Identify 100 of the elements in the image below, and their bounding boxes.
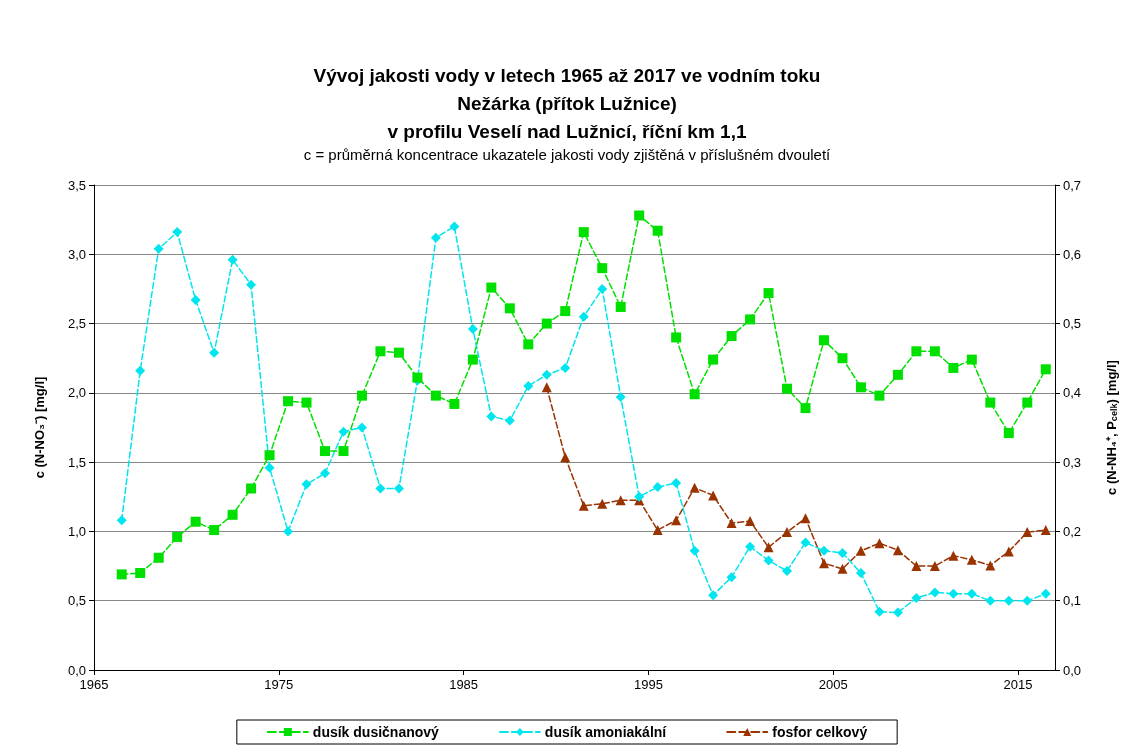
point bbox=[523, 380, 534, 391]
point bbox=[782, 565, 793, 576]
point bbox=[948, 588, 959, 599]
point bbox=[541, 318, 552, 329]
y-axis-title: c (N-NO₃⁻) [mg/l] bbox=[32, 376, 47, 479]
point bbox=[504, 303, 515, 314]
point bbox=[246, 279, 257, 290]
point bbox=[338, 446, 349, 457]
y-tick-label: 3,0 bbox=[67, 246, 86, 262]
y2-tick-label: 0,5 bbox=[1063, 316, 1082, 332]
y-tick-label: 2,5 bbox=[67, 316, 86, 332]
point bbox=[430, 390, 441, 401]
point bbox=[135, 365, 146, 376]
point bbox=[227, 509, 238, 520]
y-tick-label: 1,5 bbox=[67, 454, 86, 470]
point bbox=[800, 513, 811, 524]
point bbox=[782, 383, 793, 394]
point bbox=[874, 606, 885, 617]
point bbox=[541, 369, 552, 380]
point bbox=[985, 560, 996, 571]
point bbox=[486, 282, 497, 293]
point bbox=[671, 332, 682, 343]
point bbox=[929, 587, 940, 598]
point bbox=[763, 555, 774, 566]
chart-subtitle: c = průměrná koncentrace ukazatele jakosti vody zjištěná v příslušném dvouletí bbox=[303, 146, 832, 163]
point bbox=[1040, 525, 1051, 536]
point bbox=[966, 588, 977, 599]
point bbox=[209, 525, 220, 536]
y-tick-label: 2,0 bbox=[67, 385, 86, 401]
y2-tick-label: 0,1 bbox=[1063, 593, 1082, 609]
point bbox=[172, 531, 183, 542]
point bbox=[578, 500, 589, 511]
point bbox=[892, 607, 903, 618]
point bbox=[985, 595, 996, 606]
point bbox=[689, 545, 700, 556]
point bbox=[652, 525, 663, 536]
point bbox=[264, 450, 275, 461]
x-tick-label: 1975 bbox=[264, 677, 294, 692]
point bbox=[818, 558, 829, 569]
point bbox=[227, 254, 238, 265]
point bbox=[855, 382, 866, 393]
point bbox=[486, 411, 497, 422]
point bbox=[726, 331, 737, 342]
point bbox=[911, 561, 922, 572]
point bbox=[782, 527, 793, 538]
point bbox=[1022, 595, 1033, 606]
point bbox=[708, 590, 719, 601]
point bbox=[745, 516, 756, 527]
point bbox=[855, 545, 866, 556]
point bbox=[246, 483, 257, 494]
point bbox=[172, 227, 183, 238]
point bbox=[818, 545, 829, 556]
legend-label: dusík dusičnanový bbox=[312, 724, 440, 740]
point bbox=[615, 301, 626, 312]
point bbox=[837, 353, 848, 364]
y2-tick-label: 0,3 bbox=[1063, 454, 1082, 470]
point bbox=[375, 483, 386, 494]
point bbox=[467, 354, 478, 365]
point bbox=[652, 225, 663, 236]
point bbox=[597, 283, 608, 294]
point bbox=[393, 483, 404, 494]
point bbox=[818, 335, 829, 346]
point bbox=[578, 227, 589, 238]
x-tick-label: 1995 bbox=[633, 677, 663, 692]
point bbox=[689, 389, 700, 400]
point bbox=[892, 369, 903, 380]
point bbox=[966, 354, 977, 365]
y2-tick-label: 0,0 bbox=[1063, 662, 1082, 678]
point bbox=[763, 542, 774, 553]
point bbox=[1040, 588, 1051, 599]
point bbox=[190, 295, 201, 306]
point bbox=[800, 403, 811, 414]
point bbox=[597, 498, 608, 509]
point bbox=[578, 311, 589, 322]
y-tick-label: 0,0 bbox=[67, 662, 86, 678]
point bbox=[320, 446, 331, 457]
y-tick-label: 3,5 bbox=[67, 177, 86, 193]
x-tick-label: 2005 bbox=[818, 677, 848, 692]
point bbox=[541, 382, 552, 393]
y2-tick-label: 0,7 bbox=[1063, 177, 1082, 193]
point bbox=[264, 462, 275, 473]
point bbox=[356, 422, 367, 433]
point bbox=[356, 390, 367, 401]
point bbox=[763, 288, 774, 299]
point bbox=[745, 314, 756, 325]
point bbox=[652, 482, 663, 493]
point bbox=[1040, 364, 1051, 375]
y2-tick-label: 0,4 bbox=[1063, 385, 1082, 401]
point bbox=[467, 324, 478, 335]
point bbox=[1022, 527, 1033, 538]
point bbox=[837, 563, 848, 574]
point bbox=[283, 396, 294, 407]
point bbox=[190, 516, 201, 527]
y2-tick-label: 0,6 bbox=[1063, 246, 1082, 262]
point bbox=[320, 468, 331, 479]
point bbox=[634, 491, 645, 502]
point bbox=[135, 568, 146, 578]
point bbox=[153, 552, 164, 563]
point bbox=[874, 390, 885, 401]
point bbox=[966, 554, 977, 565]
